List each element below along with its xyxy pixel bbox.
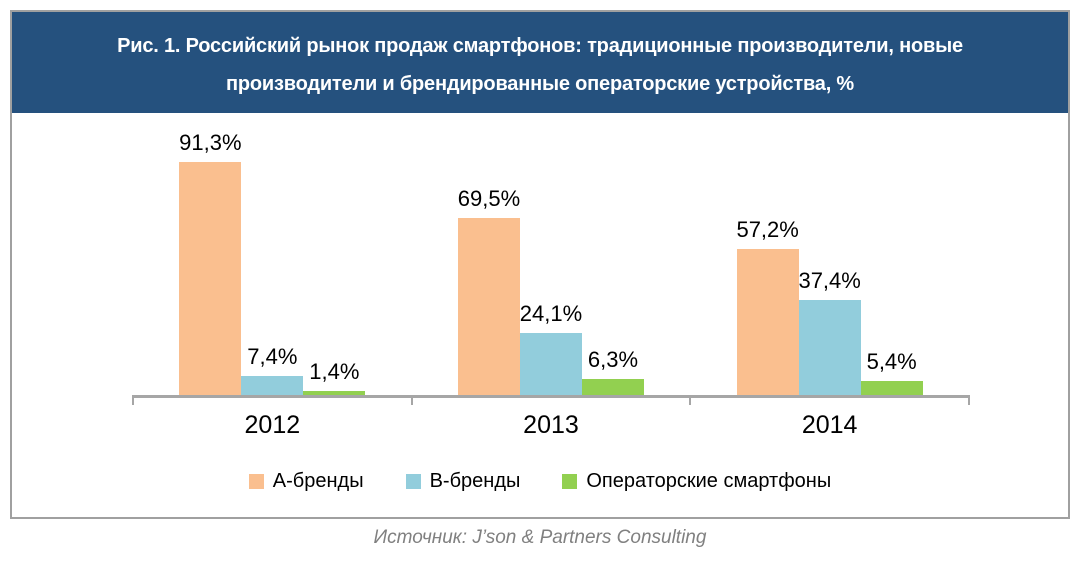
bar-2014-series-2 [798, 300, 861, 395]
source-caption: Источник: J’son & Partners Consulting [373, 527, 707, 548]
bar-2012-series-3 [303, 391, 366, 395]
x-axis-tick [410, 395, 413, 405]
chart-panel: Рис. 1. Российский рынок продаж смартфон… [10, 10, 1070, 519]
x-axis-label-2012: 2012 [244, 411, 301, 439]
legend-swatch-icon [405, 473, 421, 489]
value-label: 7,4% [247, 344, 298, 369]
legend-item-3: Операторские смартфоны [562, 470, 831, 493]
bar-2013-series-3 [582, 379, 644, 395]
value-label: 37,4% [798, 268, 861, 293]
value-label: 91,3% [179, 130, 242, 155]
chart-legend: А-бренды В-бренды Операторские смартфоны [12, 443, 1068, 519]
legend-swatch-icon [562, 473, 578, 489]
legend-label: А-бренды [272, 469, 364, 492]
x-axis-tick [689, 395, 692, 405]
chart-title: Рис. 1. Российский рынок продаж смартфон… [12, 12, 1068, 113]
value-label: 57,2% [736, 217, 799, 242]
chart-plot-area: 91,3% 7,4% 1,4% 2012 69,5% 24,1% 6,3% 2013 57,2%… [12, 113, 1068, 443]
x-axis-line [133, 395, 969, 398]
x-axis-label-2013: 2013 [523, 411, 579, 439]
bar-2012-series-2 [241, 376, 304, 395]
chart-title-line-1: Рис. 1. Российский рынок продаж смартфон… [117, 35, 963, 57]
bar-2012-series-1 [179, 162, 242, 395]
legend-item-2: В-бренды [405, 469, 521, 493]
x-axis-tick [132, 395, 134, 405]
legend-label: В-бренды [429, 469, 521, 492]
chart-title-line-2: производители и брендированные операторс… [226, 73, 854, 95]
x-axis-tick [968, 395, 970, 405]
legend-label: Операторские смартфоны [586, 469, 832, 492]
value-label: 6,3% [587, 347, 639, 372]
value-label: 24,1% [519, 301, 583, 326]
bar-2013-series-1 [458, 218, 520, 395]
legend-swatch-icon [248, 473, 264, 489]
value-label: 69,5% [457, 186, 521, 211]
bar-2014-series-3 [860, 381, 923, 395]
x-axis-label-2014: 2014 [801, 411, 858, 439]
value-label: 5,4% [866, 349, 917, 374]
bar-2014-series-1 [736, 249, 799, 395]
bar-2013-series-2 [520, 333, 582, 395]
legend-item-1: А-бренды [248, 469, 364, 493]
value-label: 1,4% [309, 359, 360, 384]
